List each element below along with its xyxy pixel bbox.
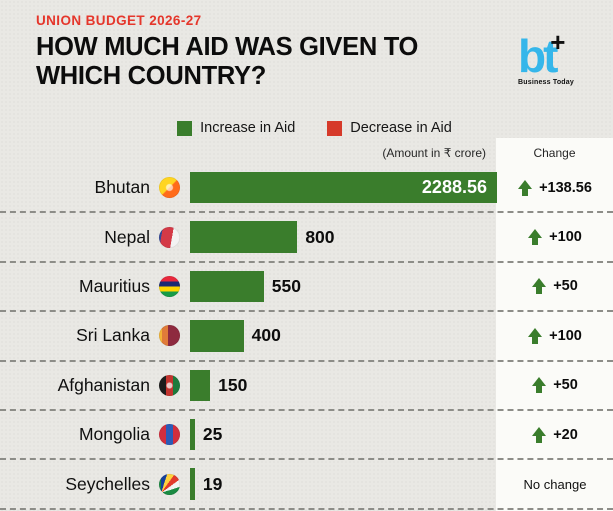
- title-line-1: HOW MUCH AID WAS GIVEN TO: [36, 33, 419, 61]
- bar-value: 400: [251, 325, 281, 346]
- change-value: No change: [523, 476, 587, 492]
- bar-track: 25: [190, 418, 497, 451]
- country-name: Afghanistan: [57, 374, 150, 395]
- bar-value: 19: [202, 473, 223, 494]
- up-arrow-icon: [528, 229, 543, 246]
- country-name: Seychelles: [65, 473, 150, 494]
- country-label-cell: Afghanistan: [0, 374, 190, 396]
- aid-bar: [190, 468, 195, 500]
- change-value: +138.56: [539, 179, 592, 196]
- country-label-cell: Bhutan: [0, 177, 190, 199]
- country-label-cell: Mauritius: [0, 275, 190, 297]
- header: UNION BUDGET 2026-27 HOW MUCH AID WAS GI…: [36, 13, 418, 91]
- change-column-header: Change: [533, 146, 576, 160]
- change-cell: +20: [497, 426, 613, 443]
- up-arrow-icon: [518, 179, 533, 196]
- table-row: Bhutan 2288.56 +138.56: [0, 164, 613, 214]
- increase-swatch-icon: [177, 120, 193, 136]
- table-row: Mauritius 550 +50: [0, 263, 613, 313]
- bhutan-flag-icon: [159, 177, 180, 199]
- up-arrow-icon: [532, 426, 547, 443]
- country-name: Bhutan: [94, 177, 150, 198]
- rows-container: Bhutan 2288.56 +138.56 Nepal 800 +100 Mauritiu…: [0, 164, 613, 510]
- bar-track: 2288.56: [190, 171, 497, 204]
- afghanistan-flag-icon: [159, 374, 180, 396]
- bar-track: 550: [190, 270, 497, 303]
- seychelles-flag-icon: [159, 473, 180, 495]
- aid-bar: [190, 221, 298, 253]
- aid-bar: [190, 320, 244, 352]
- change-cell: +100: [497, 327, 613, 344]
- legend-item-decrease: Decrease in Aid: [327, 120, 452, 136]
- nepal-flag-icon: [159, 226, 180, 248]
- change-column-background: [496, 138, 613, 511]
- country-name: Mongolia: [78, 424, 150, 445]
- change-value: +20: [553, 426, 578, 443]
- country-label-cell: Nepal: [0, 226, 190, 248]
- aid-bar: [190, 270, 264, 303]
- change-value: +50: [553, 377, 578, 394]
- country-label-cell: Seychelles: [0, 473, 190, 495]
- table-row: Mongolia 25 +20: [0, 411, 613, 461]
- aid-bar: [190, 418, 195, 451]
- bar-track: 800: [190, 221, 497, 253]
- aid-bar: [190, 369, 211, 401]
- up-arrow-icon: [532, 377, 547, 394]
- legend-label-decrease: Decrease in Aid: [350, 120, 452, 136]
- bar-track: 150: [190, 369, 497, 401]
- aid-bar: 2288.56: [190, 171, 497, 204]
- mongolia-flag-icon: [159, 424, 180, 446]
- legend-label-increase: Increase in Aid: [200, 120, 296, 136]
- country-name: Mauritius: [79, 275, 150, 296]
- mauritius-flag-icon: [159, 275, 180, 297]
- srilanka-flag-icon: [159, 325, 180, 347]
- change-cell: +100: [497, 229, 613, 246]
- logo-caption: Business Today: [518, 79, 574, 87]
- bar-value: 25: [202, 424, 223, 445]
- table-row: Afghanistan 150 +50: [0, 362, 613, 411]
- kicker: UNION BUDGET 2026-27: [36, 13, 202, 28]
- change-cell: No change: [497, 477, 613, 492]
- bar-value: 800: [305, 226, 335, 247]
- legend: Increase in Aid Decrease in Aid: [8, 120, 613, 136]
- bar-value: 150: [218, 374, 248, 395]
- legend-item-increase: Increase in Aid: [177, 120, 295, 136]
- up-arrow-icon: [528, 327, 543, 344]
- page-title: HOW MUCH AID WAS GIVEN TO WHICH COUNTRY?: [36, 33, 418, 91]
- change-value: +50: [553, 278, 578, 295]
- change-cell: +50: [497, 278, 613, 295]
- decrease-swatch-icon: [327, 120, 343, 136]
- bar-track: 400: [190, 320, 497, 352]
- amount-unit-note: (Amount in ₹ crore): [382, 146, 486, 160]
- bt-logo-text: bt: [518, 30, 558, 82]
- title-line-2: WHICH COUNTRY?: [36, 61, 266, 90]
- bar-track: 19: [190, 468, 497, 500]
- table-row: Nepal 800 +100: [0, 213, 613, 263]
- change-cell: +138.56: [497, 179, 613, 196]
- country-label-cell: Sri Lanka: [0, 325, 190, 347]
- country-name: Nepal: [104, 226, 150, 247]
- bt-logo-mark: bt +: [518, 27, 565, 79]
- up-arrow-icon: [532, 278, 547, 295]
- table-row: Sri Lanka 400 +100: [0, 312, 613, 362]
- change-cell: +50: [497, 377, 613, 394]
- change-value: +100: [549, 229, 582, 246]
- bar-value: 550: [271, 275, 301, 296]
- business-today-logo: bt + Business Today: [518, 27, 582, 87]
- change-value: +100: [549, 327, 582, 344]
- bar-value: 2288.56: [421, 177, 487, 198]
- table-row: Seychelles 19 No change: [0, 460, 613, 510]
- country-label-cell: Mongolia: [0, 424, 190, 446]
- plus-icon: +: [550, 27, 566, 57]
- country-name: Sri Lanka: [76, 325, 150, 346]
